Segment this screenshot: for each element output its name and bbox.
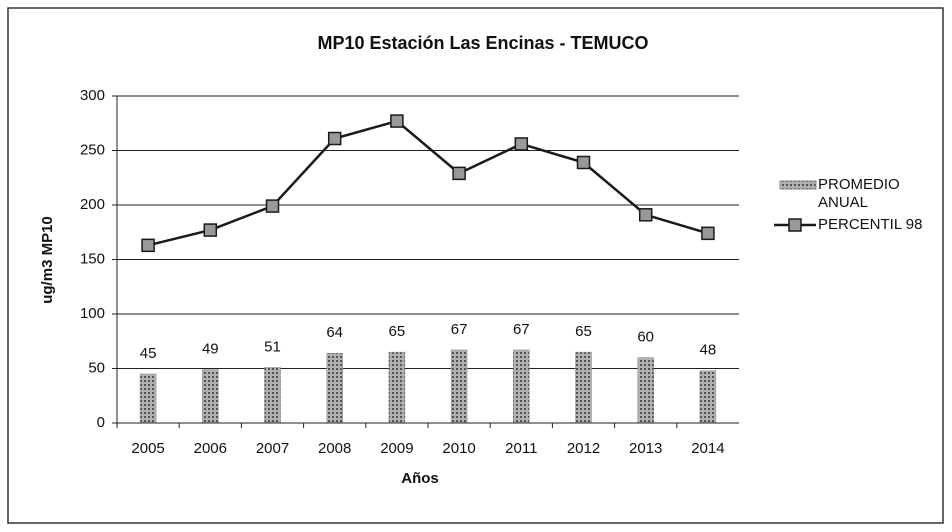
data-label: 49	[202, 341, 219, 358]
marker	[638, 208, 653, 222]
legend-key	[774, 218, 816, 232]
x-tick-label: 2009	[380, 440, 413, 457]
marker	[203, 223, 218, 237]
chart-frame	[7, 7, 944, 524]
y-tick-label: 0	[97, 414, 105, 431]
x-tick-label: 2010	[442, 440, 475, 457]
marker	[390, 114, 404, 128]
marker	[514, 137, 529, 151]
x-tick-label: 2014	[691, 440, 724, 457]
y-tick-label: 250	[80, 141, 105, 158]
marker	[141, 238, 155, 253]
bar	[326, 352, 343, 424]
data-label: 48	[700, 342, 717, 359]
bar	[699, 370, 717, 424]
data-label: 67	[451, 321, 468, 338]
y-tick-label: 200	[80, 196, 105, 213]
line	[147, 119, 709, 247]
bar	[513, 349, 530, 424]
legend-label: PERCENTIL 98	[818, 216, 923, 233]
y-tick-label: 300	[80, 87, 105, 104]
marker	[576, 155, 591, 170]
legend-label: PROMEDIO ANUAL	[818, 176, 900, 211]
x-tick-label: 2005	[131, 440, 164, 457]
x-tick-label: 2013	[629, 440, 662, 457]
marker	[327, 131, 342, 146]
x-tick-label: 2011	[505, 440, 537, 457]
bar	[450, 349, 468, 424]
data-label: 51	[264, 338, 281, 355]
data-label: 65	[575, 323, 592, 340]
marker	[701, 226, 715, 241]
legend-key	[779, 180, 817, 190]
bar	[202, 369, 219, 424]
data-label: 65	[389, 323, 406, 340]
chart-title: MP10 Estación Las Encinas - TEMUCO	[317, 33, 648, 53]
data-label: 60	[637, 329, 654, 346]
data-label: 45	[140, 345, 157, 362]
x-tick-label: 2012	[567, 440, 600, 457]
bar	[139, 373, 157, 424]
marker	[452, 166, 466, 181]
bar	[264, 367, 281, 424]
y-tick-label: 100	[80, 305, 105, 322]
x-tick-label: 2008	[318, 440, 351, 457]
x-tick-label: 2006	[194, 440, 227, 457]
bar	[637, 357, 654, 424]
bar	[388, 351, 406, 424]
y-tick-label: 150	[80, 250, 105, 267]
x-axis-label: Años	[401, 470, 439, 487]
marker	[265, 199, 280, 213]
y-axis-label: ug/m3 MP10	[39, 216, 56, 304]
bar	[575, 351, 592, 424]
legend: PROMEDIO ANUAL PERCENTIL 98	[770, 176, 938, 238]
legend-item: PROMEDIO ANUAL	[770, 176, 938, 212]
legend-swatch	[779, 180, 817, 190]
legend-marker	[788, 218, 802, 232]
data-label: 67	[513, 321, 530, 338]
data-label: 64	[326, 324, 343, 341]
x-tick-label: 2007	[256, 440, 289, 457]
legend-item: PERCENTIL 98	[770, 216, 938, 234]
y-tick-label: 50	[88, 359, 105, 376]
